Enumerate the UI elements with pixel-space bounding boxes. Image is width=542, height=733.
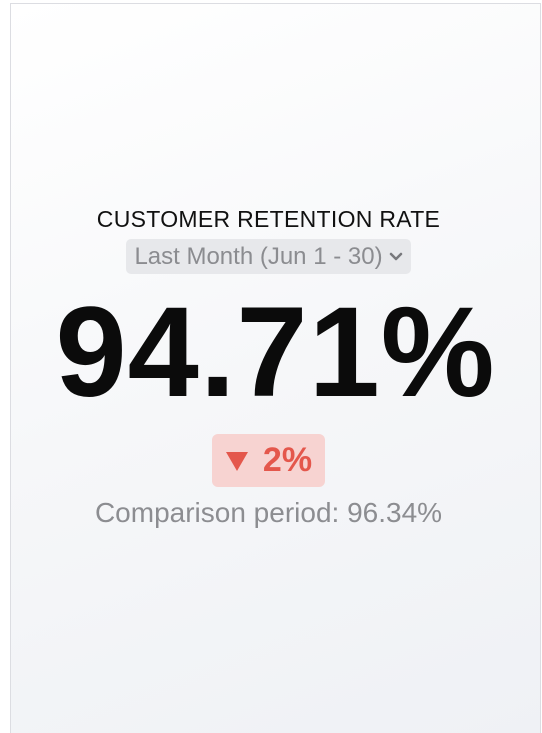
- change-value: 2%: [262, 441, 313, 479]
- change-badge: 2%: [211, 434, 326, 487]
- comparison-text: Comparison period: 96.34%: [94, 497, 443, 528]
- kpi-content: CUSTOMER RETENTION RATE Last Month (Jun …: [11, 203, 540, 529]
- chevron-icon: [389, 252, 402, 260]
- period-label: Last Month (Jun 1 - 30): [134, 242, 383, 270]
- kpi-value: 94.71%: [55, 281, 496, 424]
- kpi-title: CUSTOMER RETENTION RATE: [96, 206, 441, 232]
- period-dropdown[interactable]: Last Month (Jun 1 - 30): [126, 239, 411, 274]
- kpi-card: CUSTOMER RETENTION RATE Last Month (Jun …: [10, 3, 541, 733]
- down-arrow-icon: [225, 451, 248, 471]
